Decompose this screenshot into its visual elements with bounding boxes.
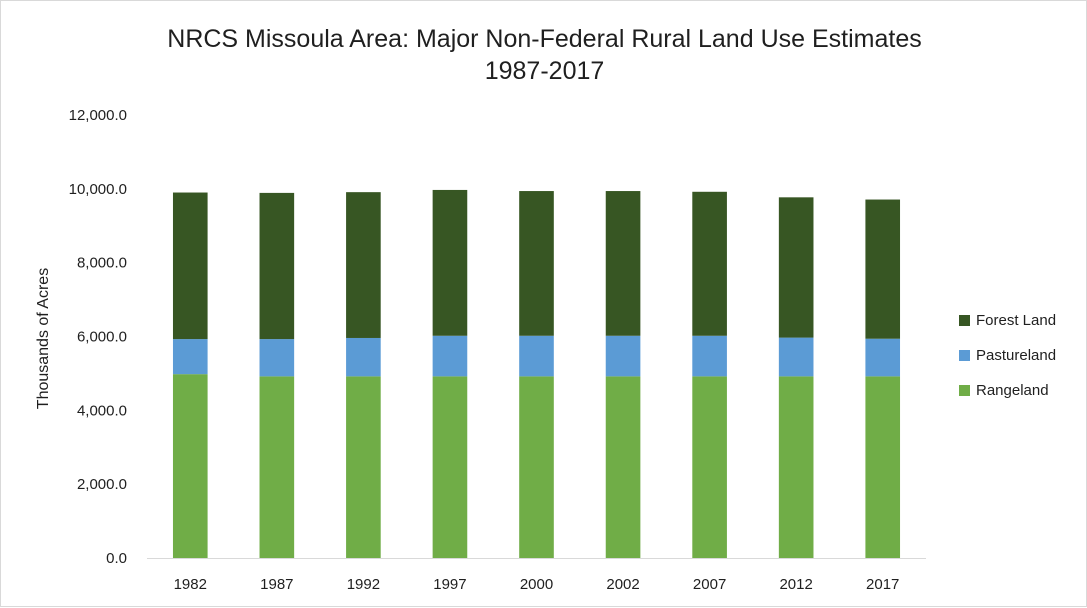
x-tick-label: 2012 xyxy=(779,576,812,593)
y-tick-label: 8,000.0 xyxy=(77,255,127,272)
legend: Forest Land Pastureland Rangeland xyxy=(959,303,1084,408)
x-axis-tick-labels: 1982 1987 1992 1997 2000 2002 2007 2012 2017 xyxy=(174,576,900,593)
x-tick-label: 1992 xyxy=(347,576,380,593)
bar-segment-pastureland xyxy=(432,335,468,377)
legend-label: Pastureland xyxy=(976,347,1057,364)
bar-segment-rangeland xyxy=(692,376,727,558)
bar-segment-forest-land xyxy=(778,197,814,338)
x-tick-label: 1982 xyxy=(174,576,207,593)
chart-title: NRCS Missoula Area: Major Non-Federal Ru… xyxy=(1,23,1087,87)
bar-segment-forest-land xyxy=(259,192,295,340)
x-tick-label: 1997 xyxy=(433,576,466,593)
chart-title-line-2: 1987-2017 xyxy=(484,57,605,85)
bar-segment-rangeland xyxy=(432,376,468,558)
bar-segment-forest-land xyxy=(346,192,381,338)
y-axis-title: Thousands of Acres xyxy=(35,268,52,409)
x-tick-label: 2000 xyxy=(520,576,553,593)
bar-segment-pastureland xyxy=(519,335,554,377)
bar-segment-pastureland xyxy=(172,339,208,375)
legend-swatch xyxy=(959,315,970,326)
legend-swatch xyxy=(959,385,970,396)
x-tick-label: 2017 xyxy=(866,576,899,593)
y-tick-label: 6,000.0 xyxy=(77,329,127,346)
bar-segment-forest-land xyxy=(432,189,468,336)
y-tick-label: 10,000.0 xyxy=(69,181,127,198)
chart-title-line-1: NRCS Missoula Area: Major Non-Federal Ru… xyxy=(167,25,922,53)
x-tick-label: 1987 xyxy=(260,576,293,593)
bar-segment-pastureland xyxy=(778,337,814,377)
legend-item-forest-land: Forest Land xyxy=(959,303,1084,338)
y-axis-tick-labels: 0.0 2,000.0 4,000.0 6,000.0 8,000.0 10,000.0 1… xyxy=(69,107,127,567)
bar-segment-rangeland xyxy=(519,376,554,558)
legend-item-rangeland: Rangeland xyxy=(959,373,1084,408)
y-tick-label: 12,000.0 xyxy=(69,107,127,124)
bar-segment-forest-land xyxy=(865,199,901,339)
bar-segment-pastureland xyxy=(346,337,381,377)
bar-segment-pastureland xyxy=(865,338,901,377)
legend-label: Rangeland xyxy=(976,382,1049,399)
bar-segment-rangeland xyxy=(865,376,901,558)
y-tick-label: 4,000.0 xyxy=(77,402,127,419)
bar-segment-pastureland xyxy=(605,335,641,377)
x-tick-label: 2002 xyxy=(606,576,639,593)
bar-segment-forest-land xyxy=(692,191,727,336)
x-tick-label: 2007 xyxy=(693,576,726,593)
bar-segment-rangeland xyxy=(259,376,295,558)
bar-segment-rangeland xyxy=(778,376,814,558)
bar-segment-rangeland xyxy=(346,376,381,558)
bar-segment-rangeland xyxy=(172,374,208,558)
bar-segment-rangeland xyxy=(605,376,641,558)
bar-segment-pastureland xyxy=(259,339,295,377)
y-tick-label: 2,000.0 xyxy=(77,476,127,493)
legend-label: Forest Land xyxy=(976,312,1057,329)
bar-series-group xyxy=(172,189,901,558)
bar-segment-forest-land xyxy=(519,191,554,336)
bar-segment-pastureland xyxy=(692,335,727,377)
bar-segment-forest-land xyxy=(605,191,641,336)
bar-segment-forest-land xyxy=(172,192,208,340)
legend-item-pastureland: Pastureland xyxy=(959,338,1084,373)
y-tick-label: 0.0 xyxy=(106,550,127,567)
legend-swatch xyxy=(959,350,970,361)
